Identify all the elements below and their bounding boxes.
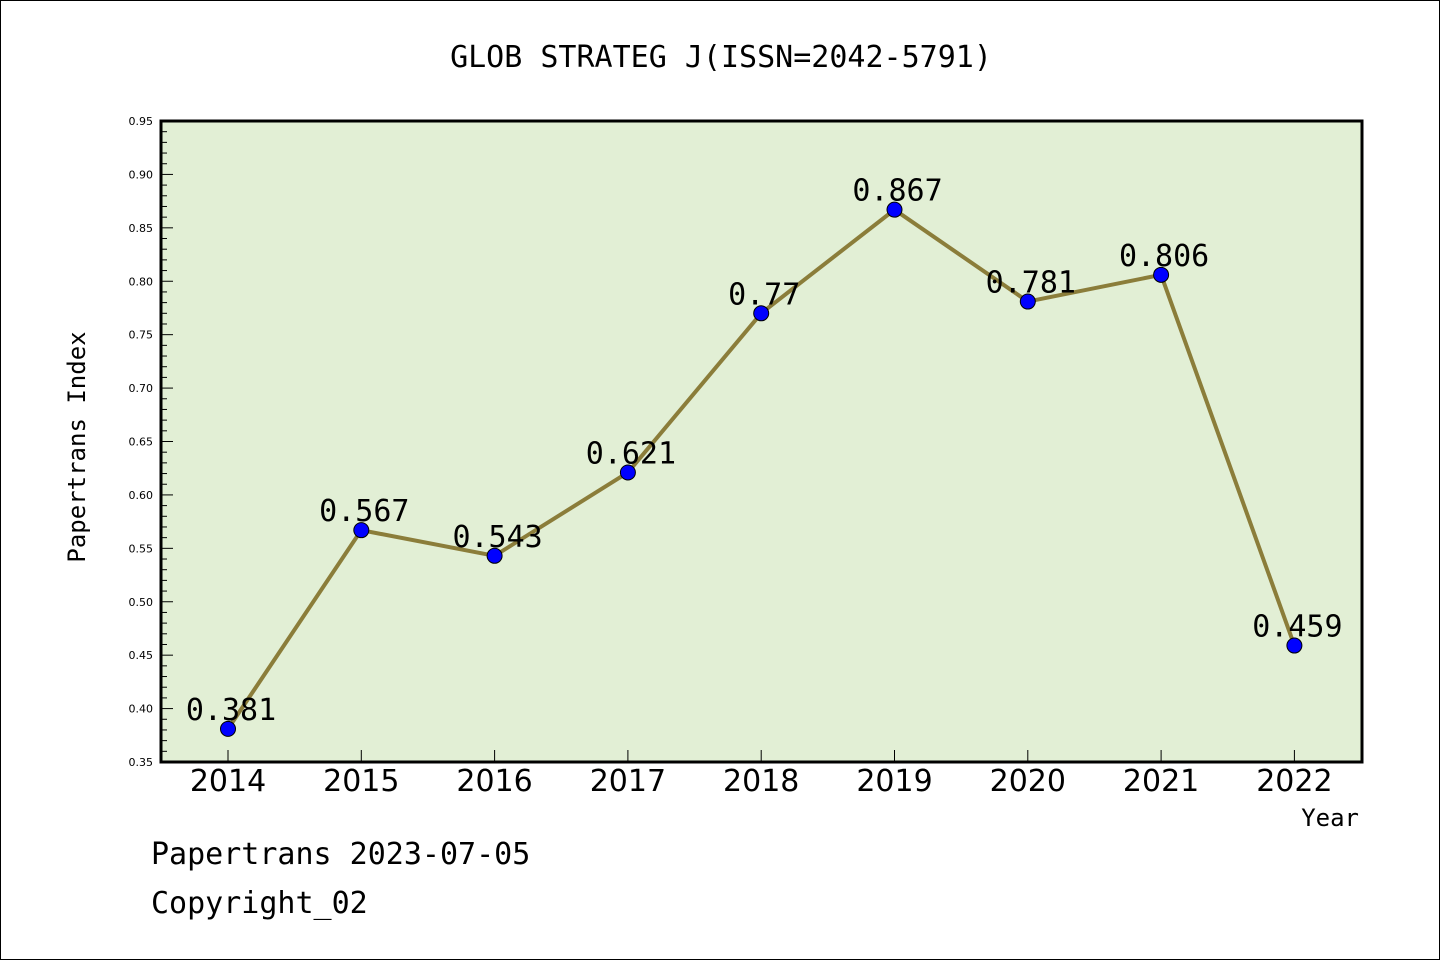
x-tick-label: 2019	[856, 764, 932, 799]
y-tick-label: 0.60	[129, 489, 154, 502]
y-tick-label: 0.35	[129, 756, 154, 769]
data-label: 0.621	[586, 436, 676, 471]
data-point	[220, 720, 236, 737]
data-label: 0.867	[852, 174, 942, 209]
x-axis-label: Year	[1301, 804, 1359, 832]
plot-frame	[159, 119, 1364, 764]
data-point	[753, 305, 770, 322]
y-tick-label: 0.95	[129, 115, 154, 128]
series-group: 0.381 0.567 0.543 0.621 0.77 0.867 0.781 0.806 0…	[186, 174, 1343, 737]
y-tick-label: 0.70	[129, 382, 154, 395]
x-tick-label: 2015	[323, 764, 399, 799]
y-tick-label: 0.50	[129, 596, 154, 609]
y-axis: 0.35 0.40 0.45 0.50 0.55 0.60 0.65 0.70 0.75 0.80…	[129, 115, 173, 769]
data-point	[1019, 293, 1036, 310]
data-label: 0.806	[1119, 239, 1209, 274]
data-point	[1286, 637, 1303, 654]
data-label: 0.781	[986, 266, 1076, 301]
data-point	[486, 547, 503, 564]
data-point	[619, 464, 636, 481]
x-tick-label: 2020	[990, 764, 1066, 799]
data-point	[1153, 266, 1170, 283]
y-tick-label: 0.40	[129, 703, 154, 716]
y-tick-label: 0.65	[129, 436, 154, 449]
x-tick-label: 2014	[190, 764, 266, 799]
data-label: 0.381	[186, 693, 276, 728]
chart-title: GLOB STRATEG J(ISSN=2042-5791)	[450, 40, 992, 75]
footer-copyright: Copyright_02	[151, 886, 368, 921]
data-label: 0.459	[1252, 610, 1342, 645]
x-tick-label: 2017	[590, 764, 666, 799]
y-tick-label: 0.85	[129, 222, 154, 235]
data-label: 0.567	[319, 494, 409, 529]
data-point	[886, 201, 903, 218]
y-tick-label: 0.90	[129, 168, 154, 181]
x-tick-label: 2022	[1256, 764, 1332, 799]
y-axis-label: Papertrans Index	[63, 331, 91, 562]
x-tick-label: 2016	[456, 764, 532, 799]
y-tick-label: 0.80	[129, 275, 154, 288]
y-tick-label: 0.55	[129, 542, 154, 555]
y-tick-label: 0.45	[129, 649, 154, 662]
plot-area	[161, 121, 1362, 762]
footer-date: Papertrans 2023-07-05	[151, 837, 531, 872]
y-tick-label: 0.75	[129, 329, 154, 342]
x-tick-label: 2018	[723, 764, 799, 799]
data-point	[353, 522, 370, 539]
x-tick-label: 2021	[1123, 764, 1199, 799]
data-label: 0.543	[452, 520, 542, 555]
x-axis: 2014 2015 2016 2017 2018 2019 2020 2021 2022	[190, 750, 1333, 799]
data-label: 0.77	[728, 277, 800, 312]
